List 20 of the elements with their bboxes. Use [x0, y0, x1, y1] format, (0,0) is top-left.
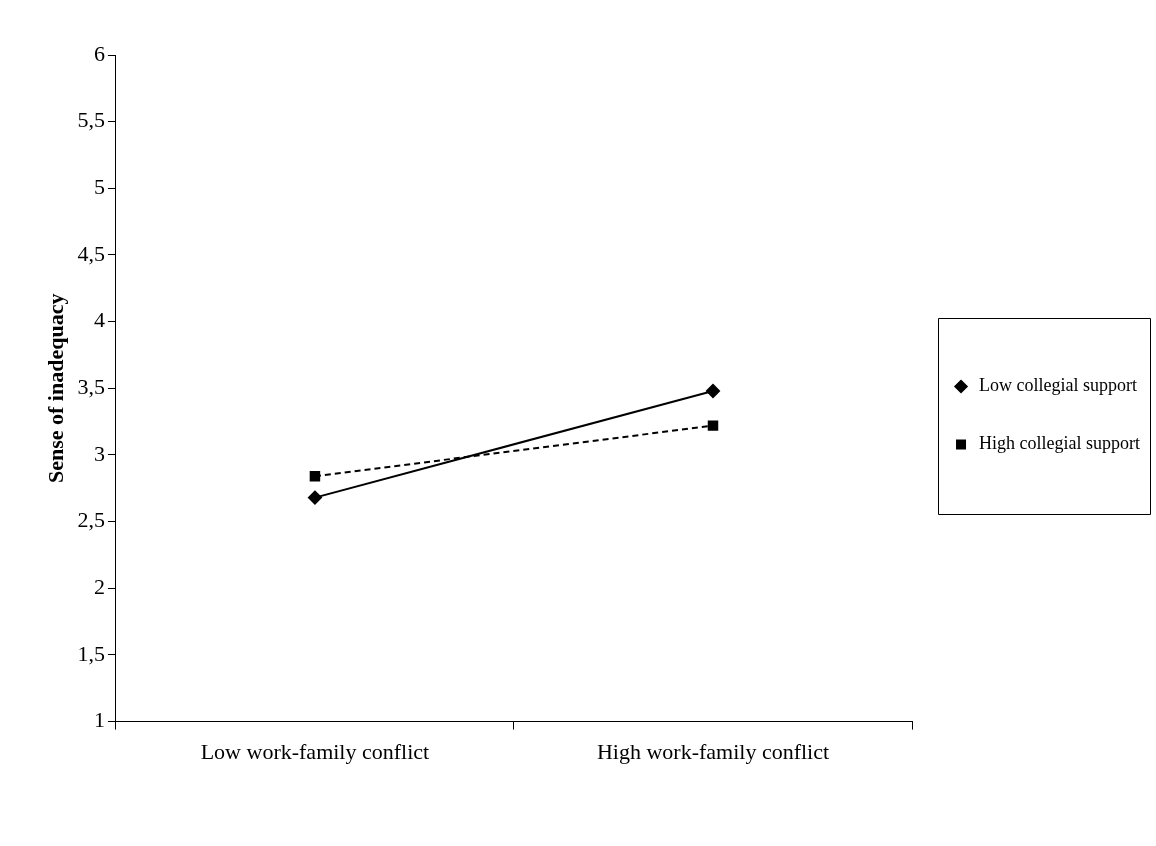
y-tick-label: 5,5 — [77, 107, 105, 133]
y-tick-label: 1 — [93, 707, 105, 733]
y-tick-label: 6 — [93, 40, 105, 66]
y-tick-label: 1,5 — [77, 640, 105, 666]
y-tick-label: 3 — [93, 440, 105, 466]
legend-label: Low collegial support — [979, 375, 1137, 396]
x-tick-label: High work-family conflict — [596, 738, 830, 764]
point — [309, 471, 321, 482]
y-tick-label: 4 — [93, 307, 105, 333]
legend-label: High collegial support — [979, 433, 1141, 454]
y-tick-label: 2,5 — [77, 507, 105, 533]
y-tick-label: 5 — [93, 174, 105, 200]
y-axis-title: Sense of inadequacy — [42, 293, 68, 484]
y-tick-label: 3,5 — [77, 374, 105, 400]
point — [707, 420, 719, 431]
y-tick-label: 4,5 — [77, 240, 105, 266]
point — [307, 490, 322, 505]
x-tick-label: Low work-family conflict — [200, 738, 430, 764]
point — [706, 383, 720, 398]
y-tick-label: 2 — [93, 574, 105, 600]
